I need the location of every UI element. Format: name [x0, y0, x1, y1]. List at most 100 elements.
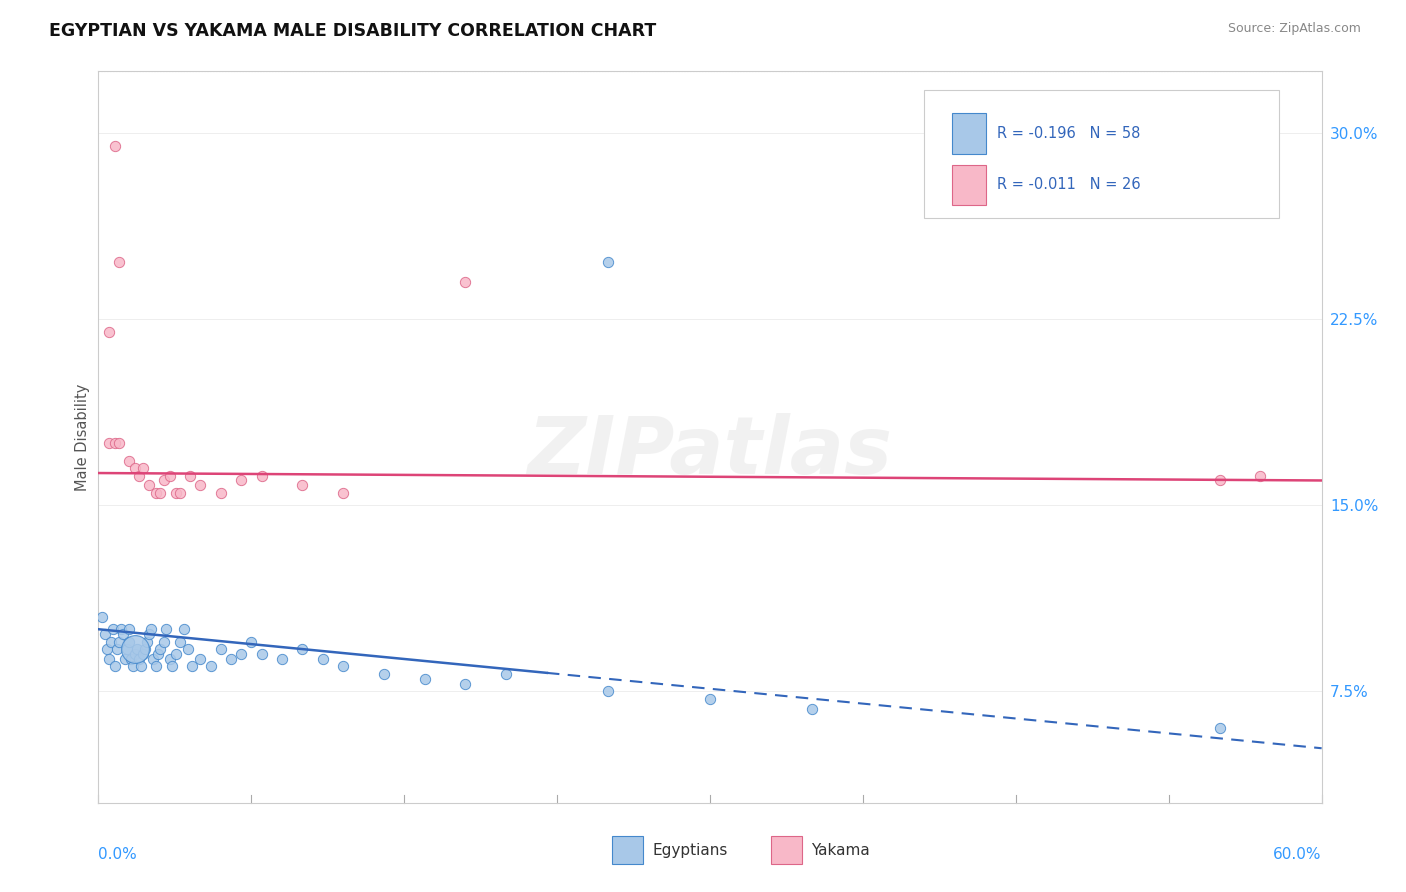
Point [91, 610, 114, 624]
Point [165, 486, 187, 500]
Point [179, 468, 201, 483]
Bar [952, 165, 987, 205]
Point [138, 627, 160, 641]
Text: ZIPatlas: ZIPatlas [527, 413, 893, 491]
Point [312, 652, 335, 666]
Y-axis label: Male Disability: Male Disability [75, 384, 90, 491]
Point [699, 691, 721, 706]
Point [97, 436, 120, 450]
Point [146, 647, 169, 661]
Point [155, 622, 177, 636]
Point [128, 468, 150, 483]
Point [188, 478, 212, 492]
Point [141, 622, 163, 636]
FancyBboxPatch shape [924, 90, 1279, 218]
Point [165, 647, 187, 661]
Point [291, 478, 314, 492]
Point [145, 486, 167, 500]
Point [104, 659, 127, 673]
Point [97, 325, 120, 339]
Point [454, 677, 477, 691]
Point [138, 478, 160, 492]
Point [159, 652, 181, 666]
Point [291, 642, 314, 657]
Point [200, 659, 222, 673]
Point [104, 138, 127, 153]
Point [134, 642, 156, 657]
Point [145, 659, 167, 673]
Bar [952, 113, 987, 153]
Point [104, 436, 127, 450]
Text: 60.0%: 60.0% [1274, 847, 1322, 863]
Text: Source: ZipAtlas.com: Source: ZipAtlas.com [1227, 22, 1361, 36]
Point [209, 486, 232, 500]
Bar [772, 837, 801, 864]
Point [114, 652, 136, 666]
Point [240, 634, 263, 648]
Point [128, 652, 150, 666]
Point [111, 627, 134, 641]
Point [149, 642, 172, 657]
Point [93, 627, 115, 641]
Point [801, 701, 824, 715]
Text: 0.0%: 0.0% [98, 847, 138, 863]
Point [598, 255, 620, 269]
Point [1209, 474, 1232, 488]
Point [152, 634, 174, 648]
Point [124, 642, 146, 657]
Point [1249, 468, 1271, 483]
Point [108, 634, 131, 648]
Point [209, 642, 232, 657]
Bar [612, 837, 643, 864]
Point [270, 652, 294, 666]
Point [160, 659, 183, 673]
Point [413, 672, 436, 686]
Point [124, 647, 146, 661]
Point [96, 642, 118, 657]
Point [250, 468, 273, 483]
Point [97, 652, 120, 666]
Point [1209, 722, 1232, 736]
Text: Egyptians: Egyptians [652, 843, 728, 858]
Text: R = -0.196   N = 58: R = -0.196 N = 58 [997, 126, 1140, 141]
Point [149, 486, 172, 500]
Point [181, 659, 204, 673]
Point [136, 634, 159, 648]
Point [118, 622, 141, 636]
Point [231, 474, 253, 488]
Point [373, 666, 395, 681]
Point [108, 255, 131, 269]
Point [122, 659, 145, 673]
Point [124, 461, 146, 475]
Point [219, 652, 242, 666]
Point [101, 622, 124, 636]
Point [495, 666, 517, 681]
Text: EGYPTIAN VS YAKAMA MALE DISABILITY CORRELATION CHART: EGYPTIAN VS YAKAMA MALE DISABILITY CORRE… [49, 22, 657, 40]
Point [188, 652, 212, 666]
Point [332, 659, 354, 673]
Point [152, 474, 174, 488]
Point [169, 486, 191, 500]
Point [105, 642, 128, 657]
Point [177, 642, 200, 657]
Point [132, 647, 155, 661]
Point [118, 453, 141, 467]
Point [110, 622, 132, 636]
Point [173, 622, 195, 636]
Point [120, 652, 142, 666]
Point [118, 634, 141, 648]
Point [598, 684, 620, 698]
Point [231, 647, 253, 661]
Point [159, 468, 181, 483]
Text: Yakama: Yakama [811, 843, 870, 858]
Point [127, 642, 149, 657]
Point [129, 659, 152, 673]
Point [100, 634, 122, 648]
Point [169, 634, 191, 648]
Point [115, 642, 138, 657]
Text: R = -0.011   N = 26: R = -0.011 N = 26 [997, 178, 1142, 193]
Point [454, 275, 477, 289]
Point [108, 436, 131, 450]
Point [250, 647, 273, 661]
Point [332, 486, 354, 500]
